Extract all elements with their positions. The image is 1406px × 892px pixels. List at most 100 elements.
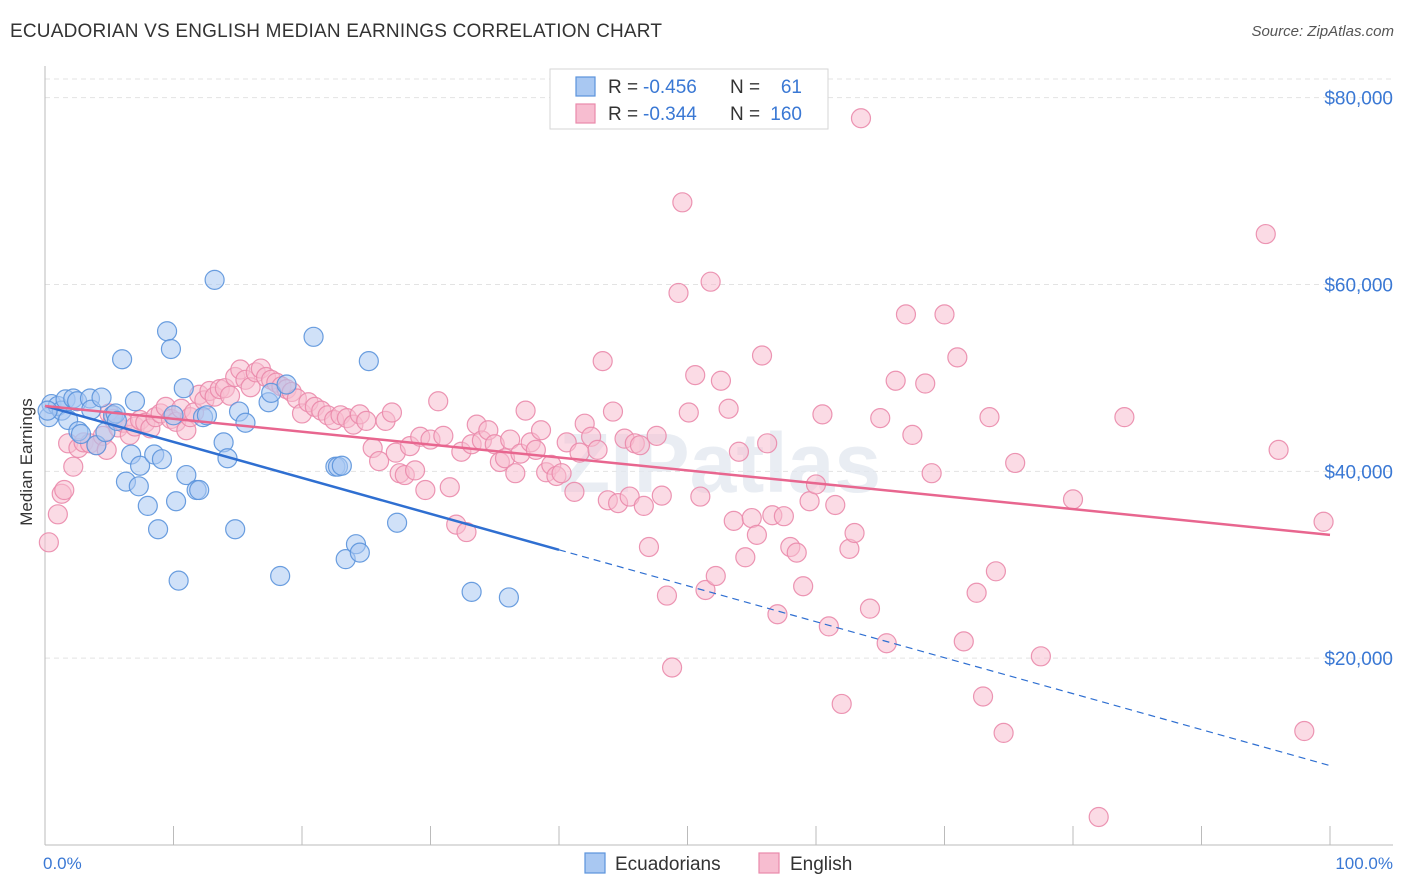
y-tick-label-1: $40,000: [1324, 462, 1393, 483]
english-point-153: [902, 424, 923, 446]
english-point-138: [793, 576, 814, 597]
english-point-63: [381, 402, 403, 423]
english-point-171: [1294, 720, 1315, 742]
english-point-157: [947, 347, 968, 368]
english-point-161: [979, 407, 1000, 428]
english-point-122: [700, 271, 721, 292]
ecuadorian-r-value: -0.456: [643, 77, 697, 98]
english-r-label: R =: [608, 104, 638, 125]
english-point-88: [515, 400, 536, 421]
stats-legend-box: [549, 68, 829, 130]
english-point-154: [915, 373, 936, 394]
english-point-131: [751, 345, 773, 366]
ecuadorian-point-30: [163, 405, 184, 426]
english-swatch-icon: [575, 103, 596, 124]
ecuadorian-point-46: [261, 382, 282, 403]
y-tick-label-2: $60,000: [1324, 276, 1393, 297]
english-point-73: [433, 425, 454, 446]
english-point-149: [870, 407, 891, 429]
english-point-135: [773, 506, 794, 527]
english-point-134: [767, 604, 788, 625]
ecuadorian-point-57: [386, 512, 408, 533]
english-point-118: [678, 402, 699, 423]
ecuadorian-point-58: [461, 581, 482, 602]
english-point-139: [799, 491, 820, 512]
english-point-151: [885, 370, 906, 391]
ecuadorian-point-52: [331, 455, 352, 476]
english-point-125: [718, 398, 739, 419]
ecuadorian-point-36: [189, 479, 210, 501]
english-point-173: [54, 479, 75, 501]
english-point-142: [818, 616, 839, 637]
ecuadorian-point-28: [156, 321, 178, 342]
english-point-166: [1062, 489, 1084, 510]
ecuadorian-point-59: [498, 587, 519, 608]
english-point-35: [219, 385, 241, 406]
ecuadorian-swatch-icon: [575, 76, 596, 97]
english-point-72: [428, 391, 449, 412]
english-point-97: [564, 481, 585, 502]
ecuadorian-point-13: [91, 387, 112, 408]
ecuadorian-trend-extension: [558, 549, 1331, 767]
english-point-102: [592, 351, 613, 372]
ecuadorian-point-48: [276, 374, 297, 395]
english-point-168: [1114, 407, 1135, 428]
legend-english-swatch-icon: [758, 852, 780, 874]
ecuadorian-point-34: [176, 464, 197, 486]
english-point-61: [369, 450, 390, 472]
ecuadorian-point-44: [235, 412, 256, 433]
english-point-117: [672, 192, 693, 213]
english-point-169: [1255, 223, 1276, 245]
english-point-158: [953, 631, 974, 652]
english-point-141: [812, 404, 833, 425]
english-point-1: [47, 504, 68, 525]
english-point-120: [690, 486, 711, 507]
ecuadorian-point-39: [204, 269, 225, 290]
english-point-113: [651, 485, 672, 506]
ecuadorian-point-60: [37, 400, 58, 421]
english-point-144: [831, 693, 852, 715]
english-point-116: [668, 282, 689, 304]
english-point-107: [619, 486, 640, 507]
english-point-85: [500, 429, 521, 450]
y-tick-label-0: $20,000: [1324, 649, 1393, 670]
ecuadorian-point-21: [124, 391, 146, 412]
ecuadorian-point-31: [165, 491, 187, 512]
ecuadorian-point-47: [270, 565, 291, 587]
english-point-172: [1313, 511, 1334, 532]
english-point-156: [934, 304, 955, 325]
ecuadorian-n-value: 61: [781, 77, 802, 98]
legend-ecuadorians-label: Ecuadorians: [615, 854, 721, 875]
ecuadorian-point-27: [151, 449, 173, 470]
english-point-152: [895, 304, 917, 325]
chart-source: Source: ZipAtlas.com: [1251, 23, 1394, 40]
english-point-167: [1088, 806, 1109, 828]
english-n-label: N =: [730, 104, 760, 125]
ecuadorian-point-26: [147, 519, 169, 540]
english-point-150: [876, 633, 897, 654]
y-tick-label-3: $80,000: [1324, 89, 1393, 110]
english-point-77: [456, 521, 477, 543]
english-point-128: [735, 547, 756, 568]
legend-ecuadorians-swatch-icon: [584, 852, 606, 874]
ecuadorian-point-55: [349, 542, 370, 563]
english-point-123: [705, 565, 726, 587]
ecuadorian-point-18: [111, 349, 133, 370]
english-point-164: [1005, 452, 1026, 474]
axes: [44, 66, 1393, 846]
y-axis-label: Median Earnings: [17, 398, 36, 526]
english-point-114: [656, 585, 678, 606]
english-point-74: [439, 477, 460, 498]
english-point-0: [38, 532, 59, 553]
english-point-4: [63, 456, 84, 477]
ecuadorian-point-38: [196, 405, 218, 426]
english-point-148: [859, 598, 881, 619]
english-point-111: [638, 536, 660, 558]
english-point-163: [993, 722, 1014, 744]
ecuadorian-point-24: [137, 495, 158, 517]
english-point-160: [972, 686, 994, 707]
english-point-146: [844, 522, 865, 544]
ecuadorian-point-49: [303, 326, 324, 347]
english-point-101: [587, 439, 608, 460]
